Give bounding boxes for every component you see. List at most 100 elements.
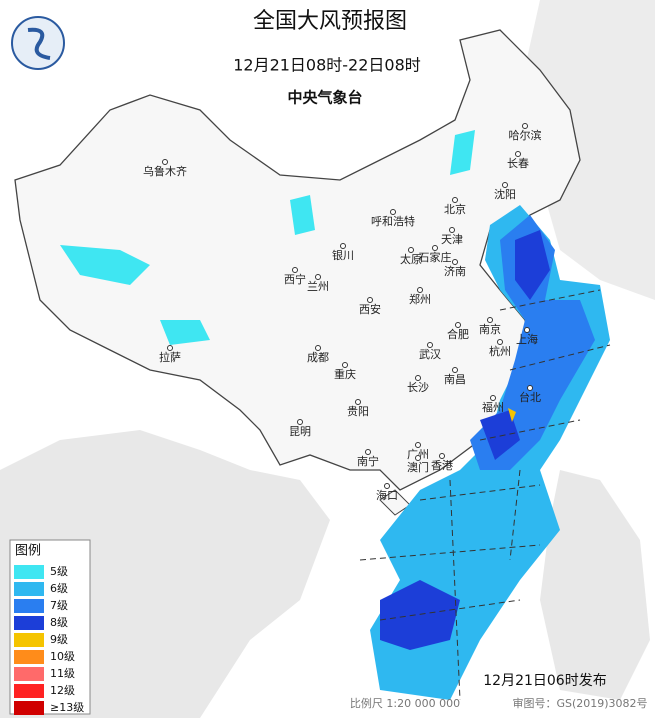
city-dot <box>415 375 421 381</box>
legend-swatch <box>14 650 44 664</box>
city-dot <box>449 227 455 233</box>
city-label: 西宁 <box>284 272 306 286</box>
city-dot <box>365 449 371 455</box>
city-label: 南宁 <box>357 454 379 468</box>
legend-label: 8级 <box>50 616 68 629</box>
legend-swatch <box>14 565 44 579</box>
neighbor-land <box>520 0 655 300</box>
wind-area-8 <box>515 230 550 300</box>
city-label: 澳门 <box>407 460 429 474</box>
city-dot <box>522 123 528 129</box>
city-label: 杭州 <box>489 344 511 358</box>
city-label: 台北 <box>519 390 541 404</box>
review-number: 审图号：GS(2019)3082号 <box>512 696 647 710</box>
title: 全国大风预报图 <box>253 9 407 34</box>
city-dot <box>527 385 533 391</box>
city-dot <box>292 267 298 273</box>
scale: 比例尺 1:20 000 000 <box>350 696 460 710</box>
city-dot <box>167 345 173 351</box>
wind-area-5 <box>290 195 315 235</box>
sea-zone-lines <box>359 289 611 701</box>
city-label: 南昌 <box>444 373 466 386</box>
city-label: 长春 <box>507 157 529 170</box>
city-label: 长沙 <box>407 381 429 394</box>
city-dot <box>355 399 361 405</box>
logo-mark <box>27 27 51 60</box>
city-dot <box>439 453 445 459</box>
legend-swatch <box>14 667 44 681</box>
wind-area-9 <box>508 408 516 422</box>
city-dot <box>490 395 496 401</box>
city-dot <box>427 342 433 348</box>
city-dot <box>432 245 438 251</box>
city-dot <box>315 274 321 280</box>
legend-label: 9级 <box>50 633 68 646</box>
city-dot <box>452 259 458 265</box>
city-dot <box>315 345 321 351</box>
legend-swatch <box>14 616 44 630</box>
issued-time: 12月21日06时发布 <box>483 673 606 689</box>
wind-area-5 <box>60 245 150 285</box>
legend-swatch <box>14 599 44 613</box>
wind-area-7 <box>470 215 595 470</box>
legend-swatch <box>14 582 44 596</box>
city-label: 贵阳 <box>347 405 369 418</box>
city-dot <box>415 442 421 448</box>
legend-swatch <box>14 701 44 715</box>
city-label: 拉萨 <box>159 350 181 364</box>
issuer: 中央气象台 <box>287 89 362 107</box>
legend-label: 11级 <box>50 667 75 680</box>
city-label: 石家庄 <box>419 250 452 264</box>
legend-title: 图例 <box>15 544 41 559</box>
city-label: 西安 <box>359 302 381 316</box>
city-dot <box>452 197 458 203</box>
city-label: 郑州 <box>409 292 431 306</box>
legend-label: 12级 <box>50 684 75 697</box>
city-label: 银川 <box>332 248 354 262</box>
city-dot <box>524 327 530 333</box>
legend-swatch <box>14 684 44 698</box>
city-label: 海口 <box>376 488 398 502</box>
city-label: 成都 <box>307 351 329 364</box>
city-dot <box>502 182 508 188</box>
city-label: 合肥 <box>447 327 469 341</box>
city-label: 呼和浩特 <box>371 214 415 228</box>
city-dot <box>417 287 423 293</box>
city-label: 济南 <box>444 264 466 278</box>
city-dot <box>367 297 373 303</box>
city-label: 武汉 <box>419 348 441 361</box>
legend-label: 10级 <box>50 650 75 663</box>
city-dot <box>455 322 461 328</box>
city-dot <box>390 209 396 215</box>
wind-area-8 <box>480 410 520 460</box>
hainan <box>379 489 411 516</box>
china-outline <box>14 29 581 491</box>
neighbor-land <box>540 470 650 700</box>
city-dot <box>497 339 503 345</box>
city-dot <box>487 317 493 323</box>
legend-label: 5级 <box>50 565 68 578</box>
wind-area-5 <box>160 320 210 345</box>
city-label: 昆明 <box>289 425 311 438</box>
city-dot <box>342 362 348 368</box>
city-label: 广州 <box>407 448 429 461</box>
city-label: 乌鲁木齐 <box>143 164 187 178</box>
city-dot <box>408 247 414 253</box>
wind-area-5 <box>450 130 475 175</box>
city-label: 兰州 <box>307 280 329 293</box>
city-label: 天津 <box>441 233 463 246</box>
city-label: 香港 <box>431 459 453 472</box>
legend-swatch <box>14 633 44 647</box>
legend-label: 7级 <box>50 599 68 612</box>
city-label: 哈尔滨 <box>509 128 542 142</box>
city-label: 福州 <box>482 400 504 414</box>
city-label: 沈阳 <box>494 187 516 201</box>
period: 12月21日08时-22日08时 <box>233 56 421 75</box>
city-dot <box>452 367 458 373</box>
legend-label: 6级 <box>50 582 68 595</box>
city-label: 太原 <box>400 253 422 266</box>
city-label: 北京 <box>444 202 466 216</box>
